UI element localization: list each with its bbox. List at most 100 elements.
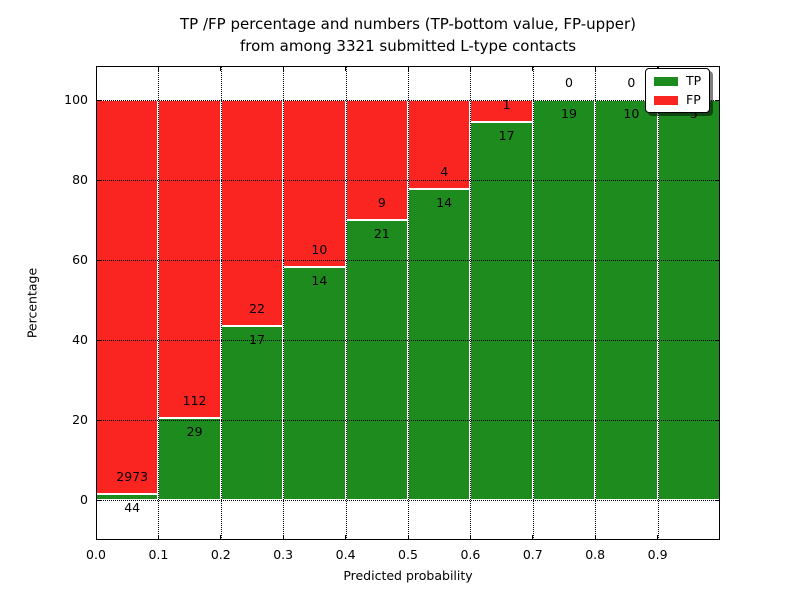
x-tick-top — [345, 66, 347, 71]
x-tick — [95, 535, 97, 540]
tp-count-label: 44 — [124, 500, 141, 516]
y-tick-label: 80 — [72, 172, 88, 187]
tp-count-label: 10 — [623, 106, 640, 121]
y-tick — [96, 99, 101, 101]
plot-area: 2973 44 112 29 22 17 10 14 9 21 4 14 1 17 0 19 0 10 5 — [95, 66, 720, 540]
grid-line-horizontal — [96, 420, 720, 421]
y-tick-label: 40 — [72, 332, 88, 347]
x-tick-top — [95, 66, 97, 71]
y-tick-right — [715, 179, 720, 181]
grid-line-vertical — [470, 66, 472, 540]
x-tick — [594, 535, 596, 540]
y-tick — [96, 499, 101, 501]
grid-line-horizontal — [96, 340, 720, 341]
x-tick-label: 0.9 — [647, 547, 668, 562]
x-axis-label: Predicted probability — [343, 568, 473, 583]
legend: TP FP — [645, 68, 711, 113]
tp-count-label: 17 — [498, 128, 515, 144]
y-tick-label: 60 — [72, 252, 88, 267]
y-tick-right — [715, 499, 720, 501]
tp-bar-segment — [657, 100, 720, 500]
y-tick — [96, 419, 101, 421]
fp-count-label: 112 — [182, 392, 207, 408]
tp-count-label: 29 — [186, 423, 203, 439]
x-tick — [157, 535, 159, 540]
grid-line-vertical — [283, 66, 285, 540]
y-tick — [96, 179, 101, 181]
fp-count-label: 10 — [311, 241, 328, 257]
grid-line-horizontal — [96, 180, 720, 181]
y-tick-right — [715, 99, 720, 101]
fp-count-label: 0 — [565, 75, 573, 90]
tp-count-label: 21 — [373, 226, 390, 241]
tp-count-label: 17 — [249, 331, 265, 347]
tp-count-label: 14 — [311, 272, 328, 288]
x-tick-top — [594, 66, 596, 71]
fp-count-label: 22 — [249, 300, 265, 316]
x-tick — [469, 535, 471, 540]
grid-line-horizontal — [96, 260, 720, 261]
x-tick-label: 0.8 — [585, 547, 606, 562]
x-tick-top — [532, 66, 534, 71]
x-tick-label: 0.2 — [210, 547, 231, 562]
y-tick — [96, 259, 101, 261]
fp-bar-segment — [158, 100, 221, 418]
x-tick — [532, 535, 534, 540]
x-tick-label: 0.1 — [148, 547, 169, 562]
y-axis-label: Percentage — [24, 267, 40, 339]
y-tick-label: 0 — [80, 492, 88, 507]
y-tick-label: 20 — [72, 412, 88, 427]
chart-title: TP /FP percentage and numbers (TP-bottom… — [96, 13, 720, 57]
fp-bar-segment — [220, 100, 284, 326]
chart-title-line1: TP /FP percentage and numbers (TP-bottom… — [180, 15, 636, 33]
tp-bar-segment — [220, 325, 284, 500]
legend-fp-label: FP — [686, 92, 701, 107]
x-tick-label: 0.6 — [460, 547, 481, 562]
x-tick — [657, 535, 659, 540]
grid-line-vertical — [532, 66, 534, 540]
grid-line-vertical — [345, 66, 347, 540]
y-tick-label: 100 — [64, 92, 88, 107]
tp-count-label: 19 — [561, 106, 577, 121]
legend-item-tp: TP — [654, 74, 701, 88]
y-tick-right — [715, 259, 720, 261]
x-tick — [407, 535, 409, 540]
legend-tp-swatch-icon — [654, 76, 678, 86]
x-tick-label: 0.4 — [335, 547, 356, 562]
fp-count-label: 9 — [377, 195, 386, 210]
fp-bar-segment — [345, 100, 408, 220]
legend-tp-label: TP — [686, 73, 702, 88]
tp-bar-segment — [158, 417, 221, 500]
fp-bar-segment — [96, 100, 159, 495]
x-tick-label: 0.7 — [522, 547, 543, 562]
legend-fp-swatch-icon — [654, 95, 678, 105]
x-tick-top — [469, 66, 471, 71]
y-tick-right — [715, 419, 720, 421]
grid-line-vertical — [408, 66, 409, 540]
tp-bar-segment — [283, 266, 346, 500]
tp-count-label: 5 — [689, 106, 698, 121]
x-tick-top — [157, 66, 159, 71]
x-tick — [282, 535, 284, 540]
fp-bar-segment — [283, 100, 346, 267]
x-tick — [220, 535, 222, 540]
grid-line-vertical — [220, 66, 222, 540]
tp-bar-segment — [595, 100, 658, 500]
x-tick-top — [407, 66, 409, 71]
grid-line-vertical — [657, 66, 659, 540]
tp-count-label: 14 — [436, 194, 453, 210]
y-tick-right — [715, 339, 720, 341]
grid-line-horizontal — [96, 100, 720, 101]
x-tick — [345, 535, 347, 540]
grid-line-vertical — [158, 66, 160, 540]
y-tick — [96, 339, 101, 341]
tp-bar-segment — [470, 122, 533, 500]
fp-count-label: 0 — [627, 75, 636, 90]
grid-line-vertical — [595, 66, 597, 540]
chart-title-line2: from among 3321 submitted L-type contact… — [239, 37, 577, 55]
x-tick-top — [220, 66, 222, 71]
x-tick-label: 0.0 — [86, 547, 106, 562]
tp-bar-segment — [345, 220, 408, 500]
grid-line-horizontal — [96, 500, 720, 501]
